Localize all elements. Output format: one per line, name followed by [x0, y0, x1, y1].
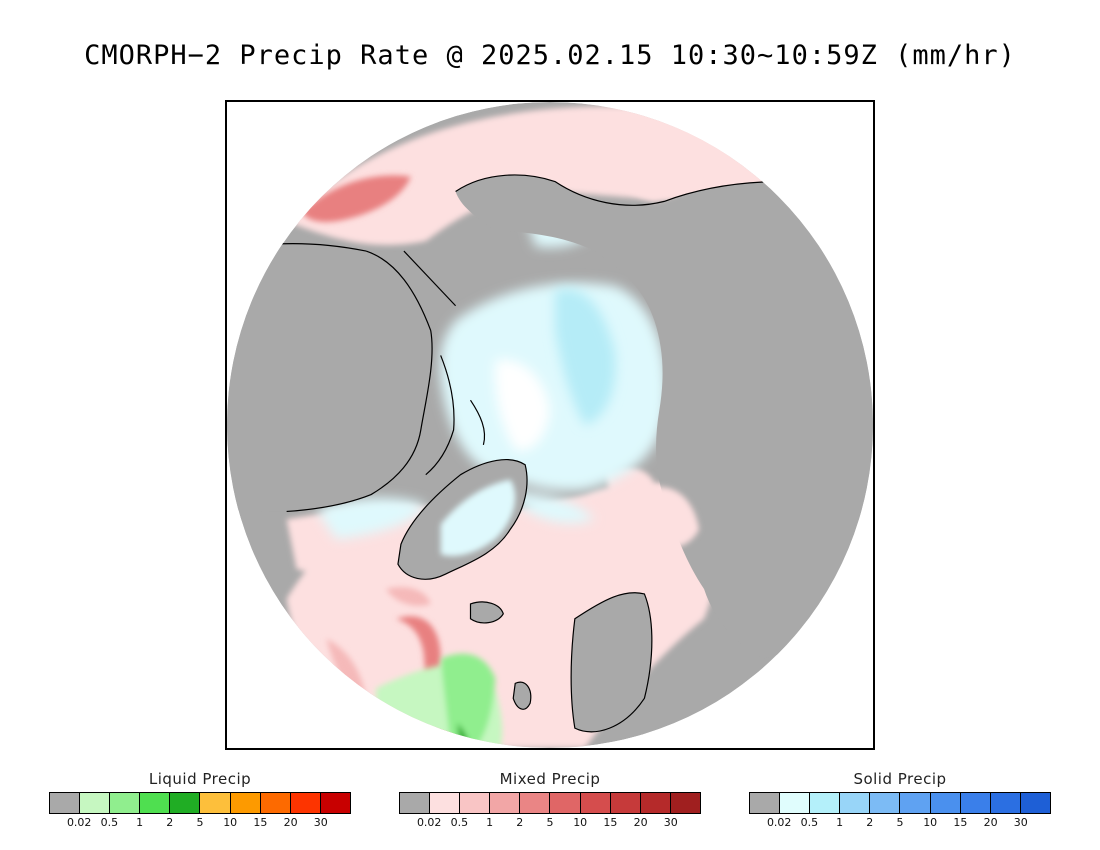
solid-tick-2: 1: [836, 816, 844, 829]
colorbar-liquid: [49, 792, 351, 814]
solid-swatch-6: [930, 793, 961, 813]
liquid-swatch-3: [140, 793, 171, 813]
page-title: CMORPH−2 Precip Rate @ 2025.02.15 10:30~…: [84, 40, 1016, 71]
mixed-swatch-6: [580, 793, 611, 813]
solid-swatch-9: [1020, 793, 1050, 813]
liquid-swatch-8: [290, 793, 321, 813]
solid-swatch-4: [870, 793, 901, 813]
liquid-swatch-9: [320, 793, 350, 813]
solid-swatch-0: [750, 793, 781, 813]
solid-tick-0: 0.02: [766, 816, 792, 829]
mixed-swatch-8: [640, 793, 671, 813]
legend-title-mixed: Mixed Precip: [499, 770, 601, 788]
liquid-tick-1: 0.5: [100, 816, 119, 829]
liquid-swatch-0: [50, 793, 81, 813]
liquid-swatch-5: [200, 793, 231, 813]
liquid-swatch-1: [80, 793, 111, 813]
mixed-swatch-0: [400, 793, 431, 813]
liquid-swatch-4: [170, 793, 201, 813]
liquid-tick-6: 15: [253, 816, 268, 829]
mixed-tick-0: 0.02: [416, 816, 442, 829]
mixed-tick-1: 0.5: [450, 816, 469, 829]
mixed-swatch-1: [430, 793, 461, 813]
liquid-tick-8: 30: [313, 816, 328, 829]
solid-swatch-8: [990, 793, 1021, 813]
liquid-swatch-7: [260, 793, 291, 813]
legend-liquid: Liquid Precip 0.02 0.5 1 2 5 10 15 20 30: [49, 770, 351, 830]
greenland-icecap-precip: [440, 479, 516, 557]
ticks-liquid: 0.02 0.5 1 2 5 10 15 20 30: [49, 814, 351, 830]
liquid-swatch-2: [110, 793, 141, 813]
solid-swatch-5: [900, 793, 931, 813]
solid-tick-7: 20: [983, 816, 998, 829]
liquid-swatch-6: [230, 793, 261, 813]
polar-map: [227, 102, 873, 748]
legend-solid: Solid Precip 0.02 0.5 1 2 5 10 15 20 30: [749, 770, 1051, 830]
colorbar-mixed: [399, 792, 701, 814]
mixed-tick-4: 5: [546, 816, 554, 829]
mixed-swatch-4: [520, 793, 551, 813]
mixed-swatch-2: [460, 793, 491, 813]
mixed-tick-2: 1: [486, 816, 494, 829]
solid-tick-8: 30: [1013, 816, 1028, 829]
ticks-solid: 0.02 0.5 1 2 5 10 15 20 30: [749, 814, 1051, 830]
coastlines: [227, 174, 784, 733]
mixed-tick-3: 2: [516, 816, 524, 829]
liquid-tick-7: 20: [283, 816, 298, 829]
solid-tick-5: 10: [923, 816, 938, 829]
solid-tick-4: 5: [896, 816, 904, 829]
legend-mixed: Mixed Precip 0.02 0.5 1 2 5 10 15 20 30: [399, 770, 701, 830]
solid-swatch-7: [960, 793, 991, 813]
solid-swatch-2: [810, 793, 841, 813]
ticks-mixed: 0.02 0.5 1 2 5 10 15 20 30: [399, 814, 701, 830]
solid-tick-3: 2: [866, 816, 874, 829]
liquid-tick-3: 2: [166, 816, 174, 829]
liquid-tick-5: 10: [223, 816, 238, 829]
liquid-tick-2: 1: [136, 816, 144, 829]
mixed-tick-7: 20: [633, 816, 648, 829]
legend-title-solid: Solid Precip: [853, 770, 947, 788]
mixed-tick-8: 30: [663, 816, 678, 829]
mixed-tick-6: 15: [603, 816, 618, 829]
mixed-swatch-3: [490, 793, 521, 813]
colorbar-solid: [749, 792, 1051, 814]
solid-swatch-3: [840, 793, 871, 813]
mixed-tick-5: 10: [573, 816, 588, 829]
mixed-swatch-5: [550, 793, 581, 813]
solid-tick-6: 15: [953, 816, 968, 829]
mixed-swatch-9: [670, 793, 700, 813]
liquid-tick-4: 5: [196, 816, 204, 829]
solid-tick-1: 0.5: [800, 816, 819, 829]
liquid-tick-0: 0.02: [66, 816, 92, 829]
legend-title-liquid: Liquid Precip: [148, 770, 252, 788]
map-frame: [225, 100, 875, 750]
land-masses: [227, 174, 873, 732]
solid-swatch-1: [780, 793, 811, 813]
mixed-swatch-7: [610, 793, 641, 813]
solid-precip-core: [495, 288, 616, 451]
